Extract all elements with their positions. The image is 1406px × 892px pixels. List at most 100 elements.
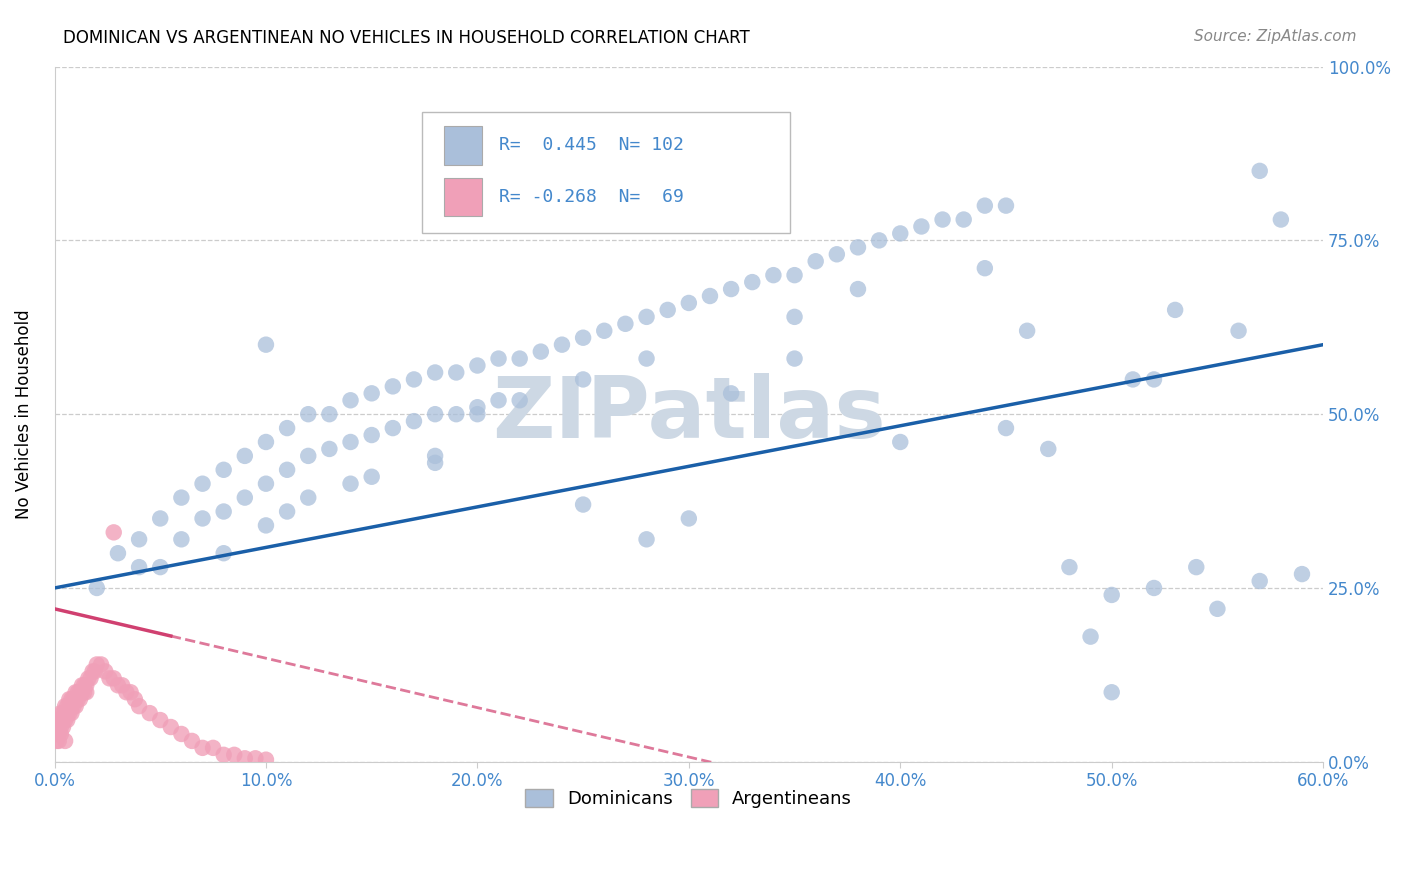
Point (910, 219, 932, 234)
Point (339, 393, 361, 408)
Point (1143, 372, 1166, 386)
Point (318, 442, 340, 456)
Point (1059, 560, 1081, 574)
Point (191, 476, 214, 491)
Point (212, 463, 235, 477)
Point (70, 678, 93, 692)
Point (49, 706, 72, 720)
Point (614, 317, 637, 331)
Point (103, 671, 125, 685)
Point (699, 289, 721, 303)
Point (572, 498, 595, 512)
Point (720, 386, 742, 401)
Point (952, 212, 974, 227)
Point (360, 428, 382, 442)
Point (423, 456, 446, 470)
Point (52, 713, 75, 727)
Point (1080, 630, 1102, 644)
Point (467, 359, 489, 373)
Point (124, 692, 146, 706)
Point (90, 657, 112, 672)
Point (402, 414, 425, 428)
Point (111, 678, 134, 692)
Point (720, 282, 742, 296)
Point (56, 699, 79, 714)
Point (636, 310, 658, 324)
Point (60, 692, 83, 706)
Point (530, 344, 553, 359)
Point (254, 337, 277, 351)
Text: R=  0.445  N= 102: R= 0.445 N= 102 (499, 136, 683, 154)
Point (678, 511, 700, 525)
Point (245, 751, 267, 765)
Point (45, 727, 67, 741)
Point (318, 407, 340, 421)
Point (86, 581, 108, 595)
Point (212, 546, 235, 560)
Legend: Dominicans, Argentineans: Dominicans, Argentineans (519, 781, 859, 815)
Point (381, 379, 404, 393)
Point (115, 685, 138, 699)
Point (467, 401, 489, 415)
Point (488, 393, 510, 408)
Point (70, 685, 93, 699)
Point (52, 706, 75, 720)
Point (56, 706, 79, 720)
Text: ZIPatlas: ZIPatlas (492, 373, 886, 456)
Point (48, 734, 70, 748)
Point (467, 407, 489, 421)
Point (1101, 588, 1123, 602)
Point (45, 734, 67, 748)
Point (56, 713, 79, 727)
Point (1227, 324, 1250, 338)
Point (276, 504, 298, 518)
Point (53, 734, 76, 748)
Point (423, 449, 446, 463)
Point (254, 753, 277, 767)
Point (1206, 602, 1229, 616)
Point (60, 706, 83, 720)
Point (804, 254, 827, 268)
Point (58, 706, 80, 720)
Point (846, 282, 869, 296)
Point (1249, 164, 1271, 178)
Point (73, 685, 96, 699)
Point (446, 407, 468, 421)
Text: DOMINICAN VS ARGENTINEAN NO VEHICLES IN HOUSEHOLD CORRELATION CHART: DOMINICAN VS ARGENTINEAN NO VEHICLES IN … (63, 29, 749, 46)
Point (276, 463, 298, 477)
Point (69, 685, 91, 699)
Point (170, 533, 193, 547)
Point (339, 476, 361, 491)
FancyBboxPatch shape (444, 127, 482, 165)
Point (138, 706, 160, 720)
Point (62, 692, 84, 706)
Point (593, 324, 616, 338)
Point (254, 435, 277, 450)
Point (75, 685, 97, 699)
Point (98, 671, 121, 685)
Point (224, 747, 246, 762)
Point (65, 685, 87, 699)
Point (83, 665, 105, 679)
Point (994, 199, 1017, 213)
Point (1143, 581, 1166, 595)
Point (49, 713, 72, 727)
Point (62, 699, 84, 714)
Point (149, 713, 172, 727)
Point (48, 727, 70, 741)
Point (49, 720, 72, 734)
Point (94, 665, 117, 679)
Point (1249, 574, 1271, 588)
Point (181, 734, 204, 748)
Point (762, 268, 785, 282)
Point (509, 393, 531, 408)
Point (1270, 212, 1292, 227)
Point (128, 699, 150, 714)
Point (297, 407, 319, 421)
Point (636, 351, 658, 366)
Point (1291, 567, 1313, 582)
Point (233, 449, 256, 463)
Point (741, 275, 763, 289)
Point (212, 504, 235, 518)
Point (381, 421, 404, 435)
